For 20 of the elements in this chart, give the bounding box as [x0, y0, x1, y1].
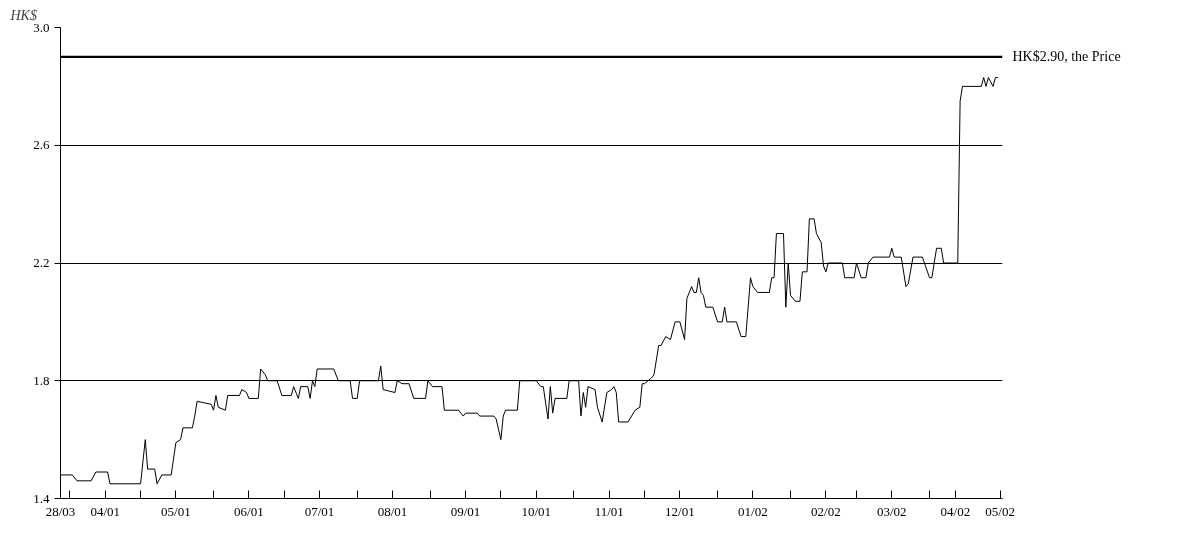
y-tick-label: 2.6 [33, 137, 50, 153]
x-tick-label: 10/01 [521, 503, 552, 519]
x-tick-label: 09/01 [450, 503, 481, 519]
ref-line-label: HK$2.90, the Price [1012, 49, 1121, 65]
x-tick-label: 02/02 [811, 503, 841, 519]
x-tick-label: 03/02 [877, 503, 907, 519]
x-tick-label: 08/01 [377, 503, 408, 519]
x-tick-label: 01/02 [738, 503, 768, 519]
x-tick-label: 28/03 [45, 503, 76, 519]
y-tick-label: 2.2 [33, 255, 50, 270]
x-tick-label: 12/01 [665, 503, 695, 519]
x-tick-label: 04/02 [940, 503, 971, 519]
x-tick-label: 07/01 [304, 503, 335, 519]
x-tick-label: 05/01 [161, 503, 191, 519]
x-tick-label: 04/01 [90, 503, 121, 519]
y-tick-label: 1.8 [33, 372, 50, 388]
x-tick-label: 11/01 [594, 503, 624, 519]
y-tick-label: 1.4 [33, 490, 50, 506]
x-tick-label: 05/02 [985, 503, 1015, 519]
x-tick-label: 06/01 [234, 503, 264, 519]
